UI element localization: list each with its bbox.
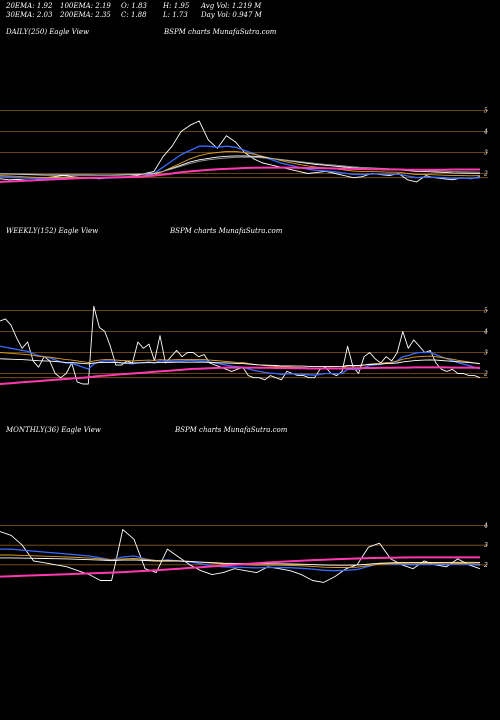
weekly-y-tick-0: 5 [484,308,488,315]
stat-avg-vol: Avg Vol: 1.219 M [201,2,262,10]
stat-20ema: 20EMA: 1.92 [6,2,53,10]
daily-series-3 [0,155,480,176]
weekly-series-4 [0,366,480,385]
daily-y-tick-0: 5 [484,108,488,115]
stat-30ema: 30EMA: 2.03 [6,11,53,19]
daily-series-4 [0,156,481,176]
weekly-y-tick-3: 2 [483,371,488,378]
weekly-y-tick-2: 3 [484,350,488,357]
daily-series-5 [0,166,480,183]
daily-y-tick-1: 4 [483,129,488,136]
daily-period-label: DAILY(250) Eagle View [6,28,89,36]
monthly-y-tick-1: 3 [484,542,488,549]
monthly-y-tick-2: 2 [483,562,488,569]
stat-high: H: 1.95 [163,2,190,10]
stat-100ema: 100EMA: 2.19 [60,2,111,10]
monthly-watermark: BSPM charts MunafaSutra.com [175,426,288,434]
weekly-series-0 [0,305,481,385]
stat-low: L: 1.73 [163,11,188,19]
monthly-series-4 [0,556,480,578]
weekly-y-tick-1: 4 [483,329,488,336]
monthly-series-1 [0,548,481,572]
weekly-series-3 [0,358,481,368]
stat-200ema: 200EMA: 2.35 [60,11,111,19]
stat-open: O: 1.83 [121,2,147,10]
weekly-series-2 [0,352,481,369]
stat-close: C: 1.88 [121,11,147,19]
daily-y-tick-3: 2 [483,171,488,178]
weekly-period-label: WEEKLY(152) Eagle View [6,227,99,235]
daily-y-tick-2: 3 [484,150,488,157]
daily-watermark: BSPM charts MunafaSutra.com [164,28,277,36]
weekly-series-1 [0,345,481,376]
weekly-watermark: BSPM charts MunafaSutra.com [170,227,283,235]
monthly-y-tick-0: 4 [483,523,488,530]
daily-series-0 [0,120,481,183]
stat-day-vol: Day Vol: 0.947 M [201,11,262,19]
monthly-period-label: MONTHLY(36) Eagle View [6,426,101,434]
